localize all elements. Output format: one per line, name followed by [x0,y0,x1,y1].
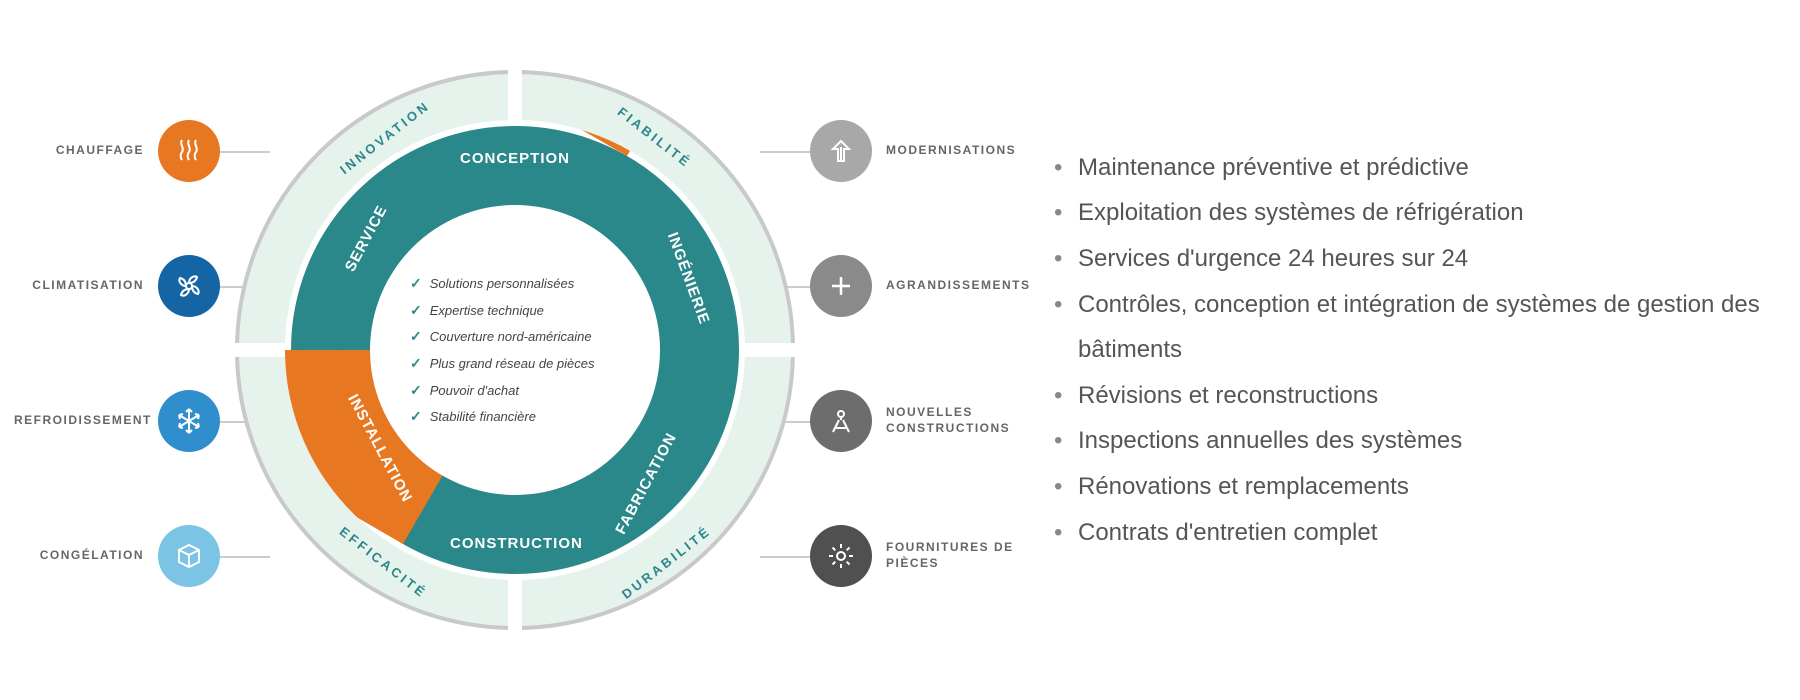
center-check-item: Pouvoir d'achat [410,377,660,404]
left-item-chauffage: CHAUFFAGE [0,120,220,182]
snow-icon [158,390,220,452]
segment-construction: CONSTRUCTION [450,535,583,552]
list-item: Exploitation des systèmes de réfrigérati… [1050,190,1760,236]
circular-diagram: INNOVATION FIABILITÉ DURABILITÉ EFFICACI… [0,0,1030,700]
left-item-congelation: CONGÉLATION [0,525,220,587]
center-list: Solutions personnalisées Expertise techn… [370,205,660,495]
center-check-item: Solutions personnalisées [410,270,660,297]
right-item-agrandissements: AGRANDISSEMENTS [810,255,1016,317]
right-item-constructions: NOUVELLES CONSTRUCTIONS [810,390,1016,452]
center-check-item: Plus grand réseau de pièces [410,350,660,377]
left-item-label: REFROIDISSEMENT [14,413,144,429]
right-item-label: FOURNITURES DE PIÈCES [886,540,1016,571]
left-item-label: CHAUFFAGE [56,143,144,159]
heat-icon [158,120,220,182]
right-item-pieces: FOURNITURES DE PIÈCES [810,525,1016,587]
cube-icon [158,525,220,587]
segment-conception: CONCEPTION [460,150,570,167]
right-item-modernisations: MODERNISATIONS [810,120,1016,182]
right-item-label: AGRANDISSEMENTS [886,278,1016,294]
list-item: Rénovations et remplacements [1050,464,1760,510]
center-check-item: Stabilité financière [410,403,660,430]
left-item-label: CLIMATISATION [32,278,144,294]
right-item-label: MODERNISATIONS [886,143,1016,159]
compass-icon [810,390,872,452]
center-check-item: Couverture nord-américaine [410,323,660,350]
left-item-climatisation: CLIMATISATION [0,255,220,317]
center-check-item: Expertise technique [410,297,660,324]
plus-icon [810,255,872,317]
gear-icon [810,525,872,587]
list-item: Maintenance préventive et prédictive [1050,145,1760,191]
left-item-label: CONGÉLATION [40,548,144,564]
list-item: Contrats d'entretien complet [1050,510,1760,556]
list-item: Contrôles, conception et intégration de … [1050,282,1760,373]
fan-icon [158,255,220,317]
list-item: Services d'urgence 24 heures sur 24 [1050,236,1760,282]
list-item: Révisions et reconstructions [1050,373,1760,419]
right-item-label: NOUVELLES CONSTRUCTIONS [886,405,1016,436]
left-item-refroidissement: REFROIDISSEMENT [0,390,220,452]
list-item: Inspections annuelles des systèmes [1050,418,1760,464]
service-bullet-list: Maintenance préventive et prédictive Exp… [1030,125,1800,575]
arrow-up-icon [810,120,872,182]
